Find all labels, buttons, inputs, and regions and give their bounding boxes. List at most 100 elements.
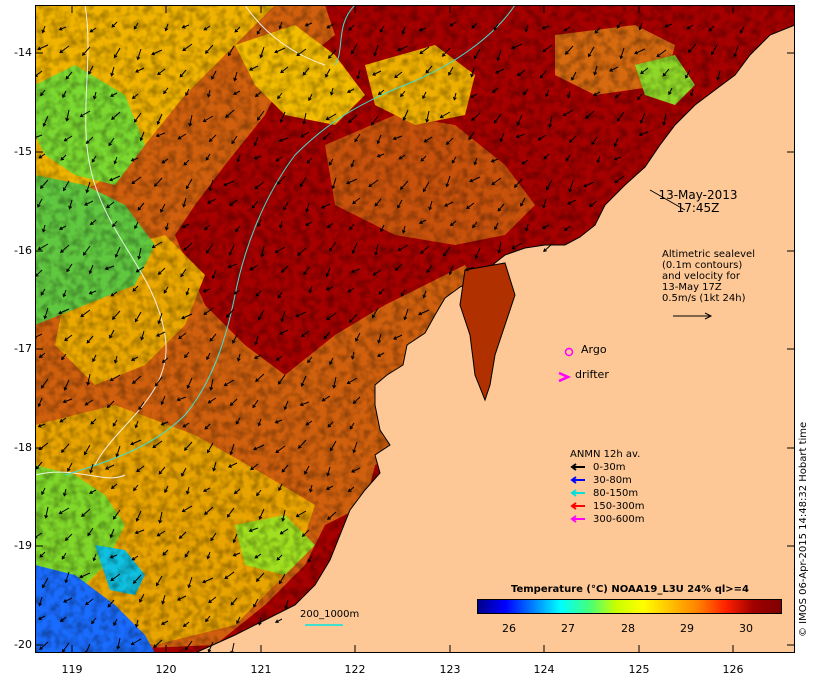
velocity-arrow [258, 508, 265, 520]
velocity-arrow [548, 115, 553, 128]
argo-marker[interactable] [564, 347, 574, 357]
velocity-arrow [474, 247, 481, 259]
velocity-arrow [493, 113, 502, 124]
velocity-arrow [592, 91, 601, 96]
velocity-arrow [253, 598, 259, 608]
velocity-arrow [137, 247, 142, 260]
velocity-arrow [227, 45, 235, 57]
velocity-arrow [452, 92, 457, 101]
anmn-entry-label: 30-80m [593, 475, 632, 486]
velocity-arrow [304, 221, 313, 226]
velocity-scale-arrow [673, 312, 713, 320]
velocity-arrow [184, 351, 190, 359]
colorbar-tick: 27 [561, 622, 575, 635]
velocity-arrow [296, 48, 307, 57]
x-tick-label: 125 [628, 663, 650, 676]
velocity-arrow [211, 269, 217, 280]
velocity-arrow [350, 268, 361, 274]
velocity-arrow [62, 488, 67, 497]
sst-map[interactable] [35, 5, 795, 653]
velocity-arrow [418, 219, 427, 224]
velocity-arrow [496, 49, 502, 62]
velocity-arrow [614, 92, 622, 99]
velocity-arrow [39, 179, 49, 189]
anmn-entry: 30-80m [570, 474, 645, 487]
isobath-line [64, 5, 516, 476]
velocity-arrow [349, 223, 355, 231]
velocity-arrow [68, 199, 73, 210]
velocity-arrow [181, 223, 190, 228]
velocity-arrow [274, 246, 286, 254]
velocity-arrow [571, 71, 577, 81]
velocity-arrow [301, 330, 310, 338]
velocity-arrow [65, 109, 70, 122]
colorbar-tick: 28 [621, 622, 635, 635]
sealevel-contour [244, 5, 326, 66]
velocity-arrow [300, 131, 310, 138]
velocity-arrow [379, 25, 385, 33]
velocity-arrow [64, 571, 70, 584]
velocity-arrow [224, 571, 235, 580]
velocity-arrow [182, 197, 187, 208]
velocity-arrow [41, 25, 46, 34]
velocity-arrow [277, 374, 286, 385]
velocity-arrow [227, 263, 238, 269]
velocity-arrow [182, 621, 190, 628]
velocity-arrow [349, 422, 355, 430]
velocity-arrow [62, 180, 70, 192]
velocity-arrow [185, 287, 190, 296]
velocity-arrow [230, 597, 238, 606]
velocity-arrow [634, 48, 646, 55]
velocity-arrow [157, 312, 163, 325]
arrow-left-icon [570, 515, 585, 523]
velocity-arrow [153, 639, 163, 649]
sealevel-contour [35, 471, 126, 479]
velocity-arrow [253, 354, 262, 359]
velocity-arrow [40, 89, 46, 97]
velocity-arrow [87, 527, 94, 537]
isobath-scale-label: 200_1000m [300, 609, 360, 620]
velocity-arrow [442, 246, 451, 257]
velocity-arrow [153, 177, 163, 187]
velocity-arrow [92, 354, 97, 363]
velocity-arrow [422, 91, 427, 100]
velocity-arrow [232, 334, 238, 344]
velocity-arrow [202, 288, 211, 293]
velocity-arrow [326, 466, 331, 477]
velocity-arrow [275, 445, 286, 454]
altimetry-line: 0.5m/s (1kt 24h) [662, 293, 746, 304]
velocity-arrow [85, 181, 91, 194]
velocity-arrow [63, 379, 70, 391]
credit-text: © IMOS 06-Apr-2015 14:48:32 Hobart time [798, 421, 809, 637]
velocity-arrow [203, 224, 211, 231]
velocity-arrow [303, 266, 310, 276]
velocity-arrow [326, 222, 334, 229]
velocity-arrow [91, 617, 97, 625]
argo-label: Argo [581, 343, 607, 356]
velocity-arrows [35, 21, 745, 653]
velocity-arrow [541, 25, 550, 30]
velocity-arrow [301, 529, 310, 537]
drifter-marker[interactable] [558, 371, 572, 383]
velocity-arrow [207, 397, 217, 404]
velocity-arrow [280, 265, 289, 273]
arrow-left-icon [570, 463, 585, 471]
velocity-arrow [637, 93, 643, 101]
velocity-arrow [539, 70, 547, 79]
velocity-arrow [426, 264, 433, 274]
velocity-arrow [236, 353, 241, 362]
y-tick-label: -19 [14, 539, 32, 552]
velocity-arrow [223, 379, 235, 387]
velocity-arrow [356, 69, 361, 80]
velocity-arrow [84, 399, 94, 406]
velocity-arrow [187, 576, 193, 589]
velocity-arrow [131, 555, 139, 561]
velocity-arrow [327, 511, 337, 521]
velocity-arrow [370, 115, 379, 126]
velocity-arrow [308, 484, 313, 493]
velocity-arrow [88, 65, 94, 75]
velocity-arrow [184, 640, 193, 651]
velocity-arrow [326, 312, 337, 321]
date-text: 13-May-2013 [658, 188, 738, 202]
velocity-arrow [274, 618, 283, 623]
